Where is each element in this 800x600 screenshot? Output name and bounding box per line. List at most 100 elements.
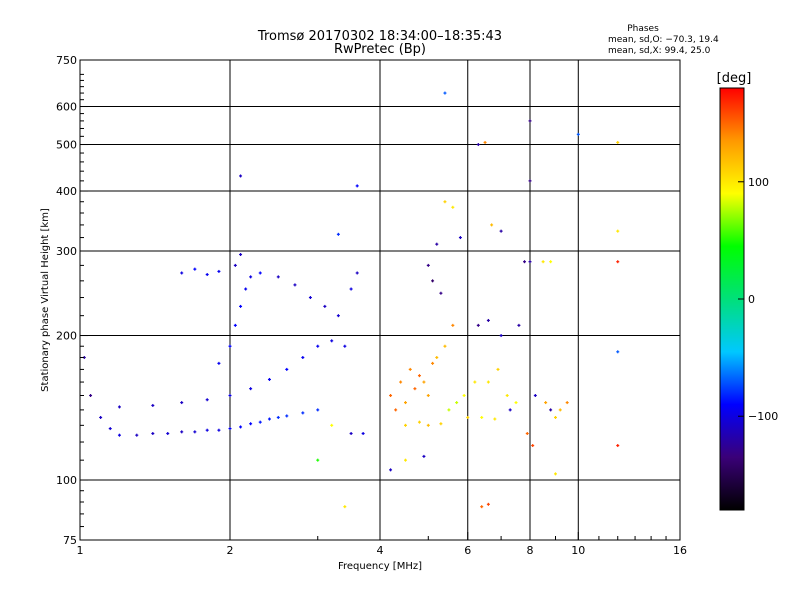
data-point-0-118 xyxy=(486,502,490,506)
data-point-0-4 xyxy=(135,433,139,437)
data-point-0-85 xyxy=(451,205,455,209)
data-point-0-122 xyxy=(616,229,620,233)
data-point-0-5 xyxy=(151,432,155,436)
data-point-0-28 xyxy=(301,355,305,359)
data-point-0-120 xyxy=(576,132,580,136)
data-point-0-15 xyxy=(267,417,271,421)
data-point-0-22 xyxy=(180,401,184,405)
data-point-0-88 xyxy=(476,143,480,147)
stats-line-o: mean, sd,O: −70.3, 19.4 xyxy=(608,35,719,45)
data-point-0-123 xyxy=(616,260,620,264)
data-point-0-2 xyxy=(108,427,112,431)
data-point-0-12 xyxy=(239,425,243,429)
data-point-0-3 xyxy=(117,433,121,437)
data-point-0-30 xyxy=(330,339,334,343)
y-tick-label-7: 750 xyxy=(56,54,77,67)
data-point-0-126 xyxy=(525,432,529,436)
data-point-0-69 xyxy=(413,387,417,391)
colorbar-tick-label-1: 0 xyxy=(748,293,755,306)
y-tick-label-6: 600 xyxy=(56,101,77,114)
chart-subtitle: RwPretec (Bp) xyxy=(334,42,426,57)
data-point-0-8 xyxy=(193,430,197,434)
data-point-0-109 xyxy=(549,260,553,264)
data-point-0-62 xyxy=(408,367,412,371)
data-point-0-39 xyxy=(239,253,243,257)
y-tick-label-0: 75 xyxy=(63,534,77,547)
data-point-0-1 xyxy=(99,415,103,419)
data-point-0-35 xyxy=(239,304,243,308)
data-point-0-91 xyxy=(499,229,503,233)
data-point-0-71 xyxy=(431,361,435,365)
data-point-0-55 xyxy=(336,232,340,236)
data-point-0-121 xyxy=(616,140,620,144)
data-point-0-117 xyxy=(480,505,484,509)
data-point-0-81 xyxy=(431,279,435,283)
grid-lines xyxy=(80,60,680,540)
data-point-0-107 xyxy=(528,179,532,183)
data-point-0-57 xyxy=(330,423,334,427)
data-point-0-119 xyxy=(553,472,557,476)
data-point-0-104 xyxy=(523,260,527,264)
data-point-0-40 xyxy=(180,271,184,275)
data-point-0-92 xyxy=(486,380,490,384)
data-point-0-23 xyxy=(205,398,209,402)
colorbar-tick-label-0: 100 xyxy=(748,176,769,189)
x-tick-label-1: 2 xyxy=(227,544,234,557)
data-point-0-129 xyxy=(389,468,393,472)
y-axis-label: Stationary phase Virtual Height [km] xyxy=(40,208,51,392)
data-point-0-63 xyxy=(417,374,421,378)
data-point-0-125 xyxy=(616,444,620,448)
data-point-0-112 xyxy=(549,408,553,412)
data-point-0-110 xyxy=(533,394,537,398)
data-point-0-103 xyxy=(517,323,521,327)
data-point-0-100 xyxy=(476,323,480,327)
data-point-0-68 xyxy=(403,401,407,405)
data-point-0-64 xyxy=(426,394,430,398)
data-point-0-76 xyxy=(447,408,451,412)
data-point-0-10 xyxy=(217,428,221,432)
data-point-0-32 xyxy=(217,361,221,365)
data-point-0-108 xyxy=(541,260,545,264)
data-point-0-50 xyxy=(349,287,353,291)
data-point-0-54 xyxy=(355,184,359,188)
data-point-0-26 xyxy=(267,377,271,381)
data-point-0-53 xyxy=(239,174,243,178)
data-point-0-46 xyxy=(293,283,297,287)
data-point-0-7 xyxy=(180,430,184,434)
x-tick-label-0: 1 xyxy=(77,544,84,557)
data-point-0-38 xyxy=(233,263,237,267)
data-point-0-65 xyxy=(435,355,439,359)
stats-line-x: mean, sd,X: 99.4, 25.0 xyxy=(608,46,711,56)
data-point-0-127 xyxy=(531,444,535,448)
y-tick-label-4: 400 xyxy=(56,185,77,198)
data-point-0-114 xyxy=(558,408,562,412)
data-point-0-56 xyxy=(316,458,320,462)
data-point-0-44 xyxy=(258,271,262,275)
data-point-0-75 xyxy=(439,422,443,426)
data-point-0-106 xyxy=(528,119,532,123)
data-point-0-79 xyxy=(473,380,477,384)
data-point-0-25 xyxy=(249,387,253,391)
data-point-0-47 xyxy=(308,296,312,300)
data-point-0-29 xyxy=(316,344,320,348)
data-point-0-97 xyxy=(480,415,484,419)
data-point-0-14 xyxy=(258,420,262,424)
data-point-0-113 xyxy=(553,415,557,419)
x-tick-label-6: 16 xyxy=(673,544,687,557)
data-point-0-96 xyxy=(466,415,470,419)
data-point-0-24 xyxy=(228,394,232,398)
data-point-0-17 xyxy=(285,414,289,418)
data-point-0-61 xyxy=(399,380,403,384)
data-point-0-87 xyxy=(451,323,455,327)
data-point-0-89 xyxy=(483,140,487,144)
data-point-0-111 xyxy=(544,401,548,405)
data-point-0-34 xyxy=(233,323,237,327)
data-point-0-70 xyxy=(422,380,426,384)
data-point-0-74 xyxy=(426,423,430,427)
x-tick-label-5: 10 xyxy=(571,544,585,557)
data-point-0-9 xyxy=(205,428,209,432)
data-point-0-49 xyxy=(336,314,340,318)
data-point-0-101 xyxy=(486,318,490,322)
data-point-0-93 xyxy=(496,367,500,371)
